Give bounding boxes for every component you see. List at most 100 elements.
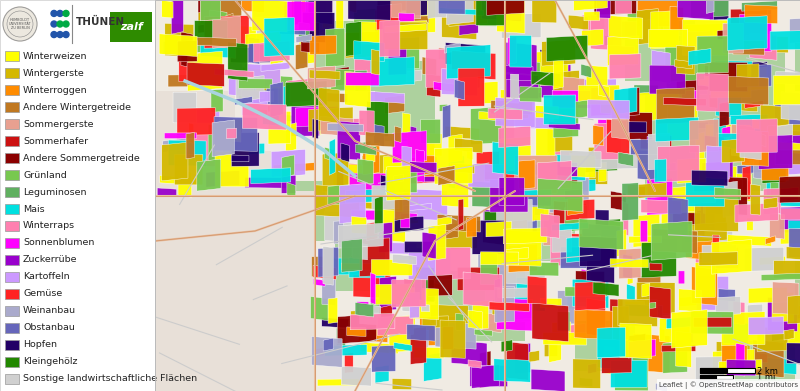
Polygon shape bbox=[601, 101, 622, 114]
Polygon shape bbox=[162, 142, 188, 181]
Polygon shape bbox=[510, 35, 531, 67]
Polygon shape bbox=[409, 294, 435, 301]
Polygon shape bbox=[746, 36, 788, 53]
Polygon shape bbox=[703, 197, 743, 216]
Polygon shape bbox=[784, 329, 794, 340]
Polygon shape bbox=[298, 111, 307, 127]
Polygon shape bbox=[634, 85, 658, 96]
Polygon shape bbox=[383, 22, 428, 49]
Polygon shape bbox=[366, 222, 378, 240]
Polygon shape bbox=[552, 226, 572, 252]
Polygon shape bbox=[510, 74, 518, 103]
Polygon shape bbox=[312, 256, 334, 277]
Polygon shape bbox=[271, 149, 306, 177]
Polygon shape bbox=[440, 320, 466, 358]
Polygon shape bbox=[398, 13, 414, 24]
Polygon shape bbox=[678, 0, 714, 20]
Polygon shape bbox=[563, 172, 578, 184]
Polygon shape bbox=[410, 327, 426, 364]
Polygon shape bbox=[695, 357, 725, 389]
Polygon shape bbox=[171, 0, 183, 34]
Polygon shape bbox=[544, 95, 576, 124]
Polygon shape bbox=[663, 342, 687, 373]
Polygon shape bbox=[165, 23, 194, 57]
Polygon shape bbox=[546, 35, 588, 61]
Bar bbox=[700, 368, 727, 373]
Polygon shape bbox=[245, 32, 281, 44]
Polygon shape bbox=[385, 95, 405, 114]
Polygon shape bbox=[690, 119, 718, 153]
Polygon shape bbox=[476, 0, 506, 25]
Bar bbox=[5, 373, 19, 384]
Polygon shape bbox=[353, 271, 390, 298]
Polygon shape bbox=[410, 292, 419, 318]
Polygon shape bbox=[359, 110, 374, 136]
Polygon shape bbox=[402, 146, 412, 170]
Polygon shape bbox=[633, 334, 670, 373]
Polygon shape bbox=[394, 192, 410, 221]
Polygon shape bbox=[560, 151, 601, 168]
Polygon shape bbox=[506, 342, 528, 380]
Polygon shape bbox=[678, 289, 702, 312]
Polygon shape bbox=[231, 155, 249, 162]
Polygon shape bbox=[654, 159, 666, 182]
Polygon shape bbox=[752, 119, 759, 129]
Polygon shape bbox=[723, 23, 743, 53]
Polygon shape bbox=[762, 143, 789, 180]
Polygon shape bbox=[735, 203, 778, 222]
Polygon shape bbox=[485, 212, 514, 222]
Polygon shape bbox=[552, 90, 590, 108]
Polygon shape bbox=[168, 75, 189, 87]
Polygon shape bbox=[251, 168, 290, 184]
Polygon shape bbox=[586, 65, 608, 90]
Polygon shape bbox=[438, 0, 465, 14]
Polygon shape bbox=[527, 65, 571, 98]
Polygon shape bbox=[284, 2, 314, 31]
Polygon shape bbox=[727, 16, 767, 50]
Polygon shape bbox=[215, 151, 249, 187]
Polygon shape bbox=[479, 113, 514, 142]
Polygon shape bbox=[662, 234, 682, 252]
Bar bbox=[435, 271, 525, 341]
Polygon shape bbox=[402, 297, 412, 312]
Bar bbox=[795, 261, 800, 341]
Polygon shape bbox=[781, 92, 800, 120]
Polygon shape bbox=[553, 70, 579, 108]
Polygon shape bbox=[310, 70, 340, 79]
Polygon shape bbox=[264, 18, 294, 56]
Polygon shape bbox=[677, 158, 706, 183]
Polygon shape bbox=[758, 135, 793, 169]
Polygon shape bbox=[609, 54, 641, 79]
Bar bbox=[700, 375, 733, 379]
Polygon shape bbox=[337, 163, 362, 193]
Polygon shape bbox=[755, 352, 767, 363]
Bar bbox=[5, 340, 19, 350]
Polygon shape bbox=[598, 84, 609, 97]
Text: 1 mi: 1 mi bbox=[757, 373, 775, 382]
Polygon shape bbox=[531, 369, 565, 391]
Polygon shape bbox=[198, 10, 218, 25]
Polygon shape bbox=[622, 183, 638, 221]
Polygon shape bbox=[359, 22, 392, 45]
Polygon shape bbox=[627, 253, 633, 285]
Polygon shape bbox=[610, 299, 623, 330]
Polygon shape bbox=[788, 221, 800, 230]
Polygon shape bbox=[629, 186, 664, 198]
Polygon shape bbox=[650, 302, 656, 308]
Polygon shape bbox=[434, 147, 472, 184]
Polygon shape bbox=[709, 94, 718, 108]
Polygon shape bbox=[308, 0, 333, 24]
Polygon shape bbox=[691, 312, 734, 334]
Polygon shape bbox=[582, 224, 620, 239]
Polygon shape bbox=[788, 294, 800, 324]
Polygon shape bbox=[350, 314, 395, 330]
Polygon shape bbox=[242, 0, 265, 13]
Polygon shape bbox=[712, 235, 719, 263]
Bar bbox=[375, 61, 435, 141]
Text: Winterroggen: Winterroggen bbox=[23, 86, 88, 95]
Polygon shape bbox=[490, 196, 502, 206]
Polygon shape bbox=[345, 31, 378, 58]
Polygon shape bbox=[204, 16, 249, 48]
Polygon shape bbox=[322, 277, 336, 305]
Text: Kartoffeln: Kartoffeln bbox=[23, 272, 70, 282]
